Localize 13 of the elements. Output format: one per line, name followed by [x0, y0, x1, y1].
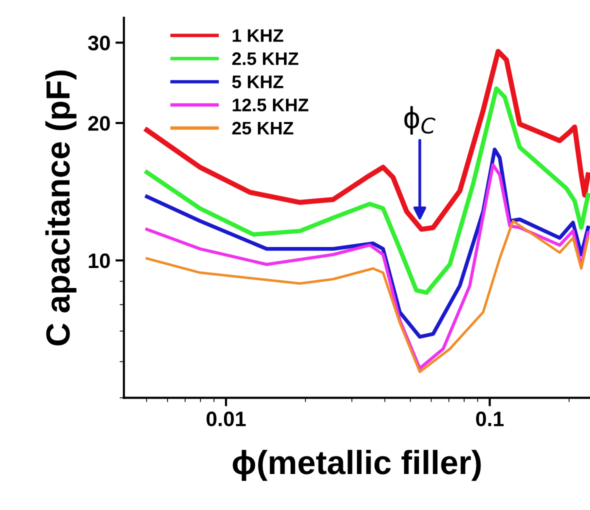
- legend-label: 2.5 KHZ: [232, 52, 298, 66]
- annotation: ϕ$_{C}$: [404, 106, 436, 135]
- x-tick-label: 0.01: [206, 412, 246, 426]
- y-tick-label: 10: [88, 253, 110, 268]
- x-axis-title: ϕ(metallic filler): [232, 450, 481, 481]
- y-tick-label: 20: [88, 116, 110, 131]
- legend-label: 12.5 KHZ: [232, 98, 308, 112]
- legend-label: 5 KHZ: [232, 76, 284, 88]
- y-axis-title: C apacitance (pF): [45, 70, 76, 346]
- x-tick-label: 0.1: [476, 412, 504, 426]
- legend-label: 1 KHZ: [232, 29, 284, 42]
- y-tick-label: 30: [88, 36, 110, 50]
- legend-label: 25 KHZ: [232, 122, 294, 135]
